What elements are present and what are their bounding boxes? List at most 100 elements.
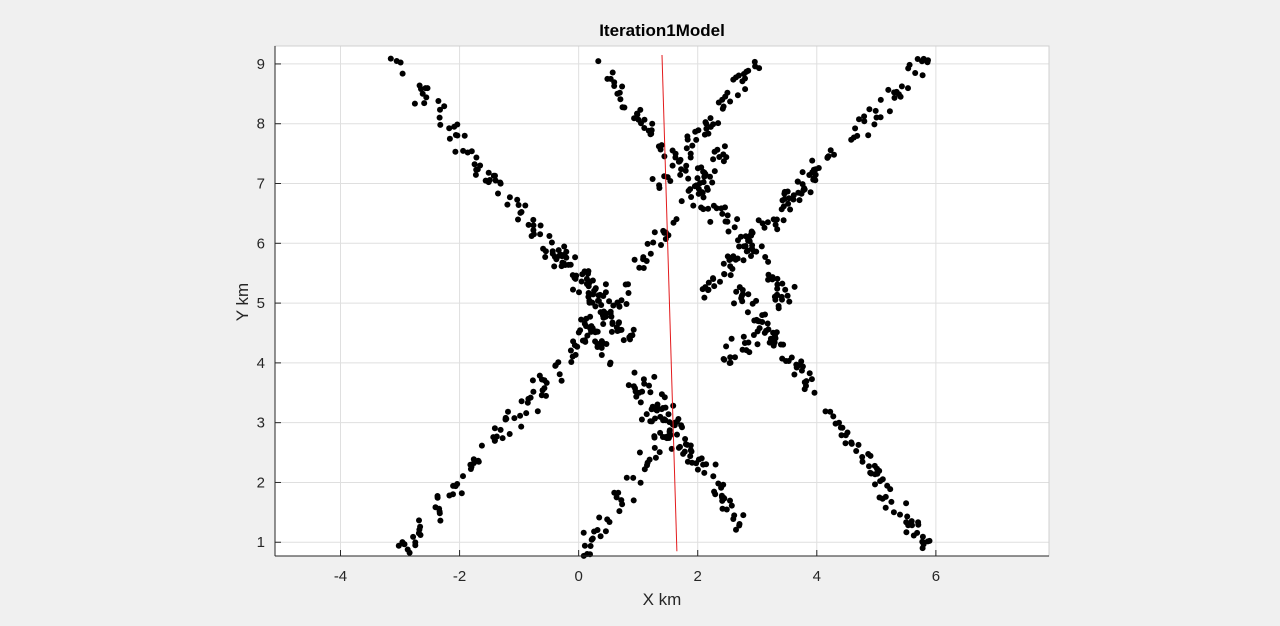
scatter-point	[546, 233, 553, 239]
scatter-point	[594, 328, 601, 335]
scatter-point	[616, 508, 623, 515]
scatter-point	[548, 239, 555, 246]
scatter-point	[630, 326, 637, 333]
scatter-point	[606, 298, 613, 305]
scatter-point	[641, 466, 648, 473]
scatter-point	[701, 131, 708, 138]
scatter-point	[905, 522, 912, 529]
scatter-point	[724, 212, 731, 219]
scatter-point	[485, 169, 492, 176]
scatter-point	[649, 120, 656, 127]
scatter-point	[418, 86, 424, 92]
y-tick-label: 6	[257, 235, 265, 252]
scatter-point	[523, 410, 530, 417]
scatter-point	[893, 89, 900, 96]
scatter-point	[530, 227, 537, 234]
scatter-point	[703, 461, 710, 468]
scatter-point	[446, 135, 453, 142]
scatter-point	[437, 517, 444, 524]
scatter-point	[651, 373, 658, 380]
scatter-point	[735, 237, 741, 244]
scatter-point	[616, 319, 622, 326]
scatter-point	[495, 190, 501, 197]
scatter-point	[785, 200, 792, 207]
scatter-point	[511, 415, 518, 422]
scatter-point	[411, 100, 418, 107]
scatter-point	[920, 541, 927, 548]
scatter-point	[643, 411, 650, 418]
scatter-point	[598, 352, 605, 358]
scatter-point	[404, 546, 411, 553]
scatter-point	[704, 184, 710, 191]
scatter-point	[727, 354, 734, 361]
x-tick-label: -4	[334, 568, 347, 585]
scatter-point	[868, 470, 875, 477]
scatter-point	[419, 90, 426, 97]
scatter-point	[752, 63, 759, 70]
scatter-point	[454, 481, 461, 487]
scatter-point	[912, 70, 919, 76]
scatter-point	[852, 125, 859, 132]
scatter-point	[662, 229, 669, 236]
scatter-point	[773, 216, 780, 223]
scatter-point	[651, 229, 658, 236]
scatter-point	[650, 239, 657, 246]
scatter-point	[872, 107, 879, 114]
scatter-point	[595, 58, 602, 65]
scatter-point	[790, 196, 797, 203]
scatter-point	[866, 463, 872, 470]
scatter-point	[592, 285, 599, 292]
scatter-point	[446, 492, 453, 499]
scatter-point	[561, 243, 568, 250]
scatter-point	[410, 533, 417, 540]
scatter-point	[537, 222, 544, 229]
scatter-point	[750, 248, 757, 255]
scatter-point	[641, 380, 648, 387]
scatter-point	[795, 189, 802, 196]
scatter-point	[822, 408, 829, 415]
scatter-point	[707, 115, 714, 122]
scatter-point	[780, 203, 787, 210]
x-tick-label: -2	[453, 568, 466, 585]
scatter-point	[740, 512, 747, 519]
scatter-point	[688, 194, 695, 200]
scatter-point	[580, 529, 587, 536]
scatter-point	[694, 165, 701, 172]
scatter-point	[720, 103, 727, 110]
scatter-point	[707, 218, 714, 225]
scatter-point	[436, 114, 443, 121]
scatter-point	[689, 142, 696, 149]
scatter-point	[437, 121, 444, 128]
scatter-point	[915, 521, 922, 528]
scatter-point	[604, 75, 611, 82]
scatter-point	[571, 342, 578, 349]
scatter-point	[563, 254, 570, 261]
x-tick-label: 6	[932, 568, 940, 585]
scatter-point	[682, 436, 689, 442]
scatter-point	[534, 408, 541, 415]
scatter-point	[694, 466, 701, 473]
scatter-point	[855, 441, 862, 448]
scatter-point	[724, 218, 731, 225]
scatter-point	[740, 243, 747, 250]
scatter-point	[678, 166, 685, 173]
scatter-point	[809, 157, 816, 164]
scatter-point	[490, 172, 497, 179]
scatter-point	[674, 431, 680, 438]
chart-title: Iteration1Model	[599, 21, 725, 40]
scatter-point	[631, 369, 638, 376]
scatter-point	[719, 505, 726, 512]
scatter-points	[387, 55, 933, 559]
scatter-point	[830, 413, 837, 420]
scatter-point	[656, 182, 663, 189]
scatter-point	[639, 388, 646, 395]
scatter-point	[669, 162, 676, 169]
scatter-point	[503, 415, 510, 422]
scatter-point	[518, 209, 525, 215]
scatter-point	[750, 332, 757, 338]
scatter-point	[586, 297, 593, 304]
scatter-point	[906, 61, 913, 68]
scatter-point	[866, 106, 873, 113]
scatter-point	[611, 83, 618, 89]
scatter-point	[584, 332, 591, 339]
